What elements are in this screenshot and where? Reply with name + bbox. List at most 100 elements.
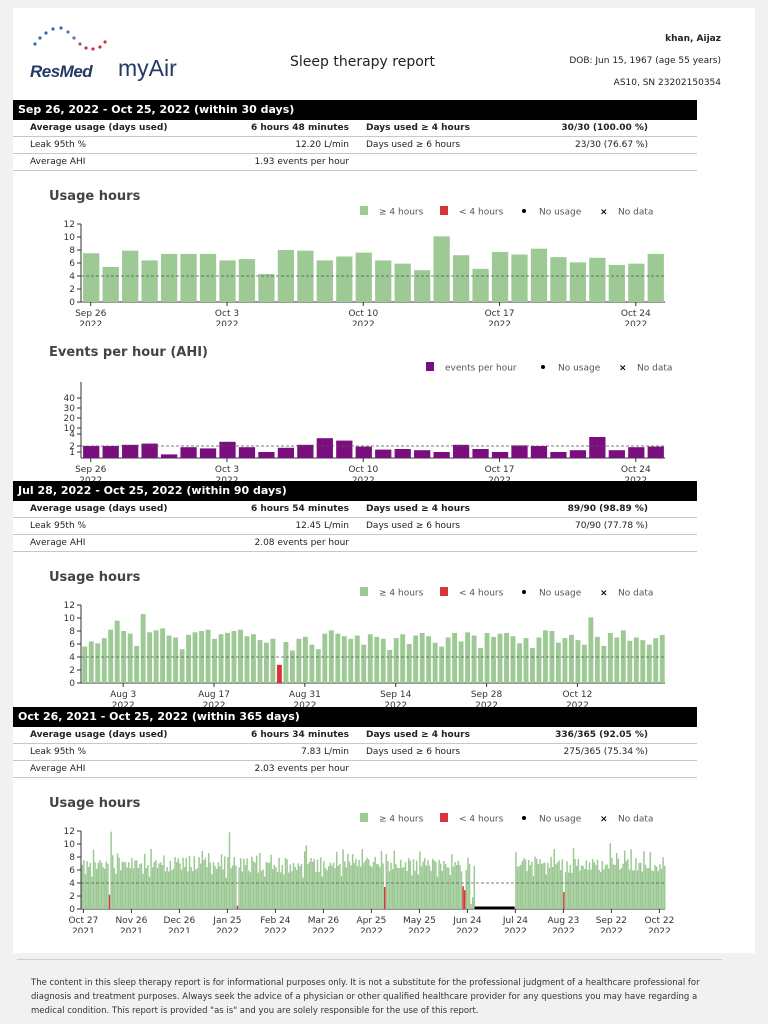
bar <box>452 632 458 683</box>
x-tick-year: 2022 <box>79 476 102 482</box>
bar <box>372 861 375 909</box>
bar <box>160 454 178 458</box>
bar <box>609 843 612 909</box>
bar <box>148 876 151 909</box>
bar <box>258 274 275 302</box>
y-tick-label: 10 <box>64 840 76 850</box>
bar <box>452 255 470 302</box>
x-tick-label: Mar 26 <box>308 916 340 926</box>
bar <box>491 636 496 683</box>
bar <box>310 857 312 909</box>
legend-swatch <box>440 587 448 596</box>
bar <box>608 450 625 458</box>
bar <box>316 859 319 909</box>
bar <box>601 861 604 909</box>
bar <box>430 870 432 909</box>
bar <box>551 867 554 909</box>
bar <box>198 857 200 909</box>
bar <box>327 866 330 909</box>
footer-divider <box>17 959 722 960</box>
bar <box>608 264 625 302</box>
bar <box>436 876 439 909</box>
bar <box>329 862 332 909</box>
bar <box>472 449 489 458</box>
bar <box>158 863 160 909</box>
bar <box>219 260 236 302</box>
bar <box>321 876 324 909</box>
stat-value: 6 hours 54 minutes <box>250 504 349 514</box>
bar <box>160 628 166 683</box>
bar <box>219 441 236 458</box>
bar <box>455 864 458 909</box>
y-tick-label: 40 <box>64 394 76 404</box>
bar <box>89 862 92 909</box>
bar <box>433 452 450 458</box>
bar <box>88 641 94 683</box>
bar <box>419 851 421 909</box>
x-tick-year: 2022 <box>600 927 623 933</box>
bar <box>625 861 628 909</box>
report-header: ResMed myAir Sleep therapy report khan, … <box>13 8 755 100</box>
bar <box>101 638 107 683</box>
bar <box>647 253 664 302</box>
bar <box>211 874 213 909</box>
chart-title: Events per hour (AHI) <box>49 345 208 360</box>
bar <box>647 446 664 458</box>
bar <box>296 638 302 683</box>
x-tick-year: 2021 <box>168 927 191 933</box>
stat-value: 275/365 (75.34 %) <box>563 747 648 757</box>
bar <box>356 866 359 909</box>
bar <box>201 850 204 909</box>
x-tick-label: Aug 23 <box>547 916 579 926</box>
bar <box>134 645 140 683</box>
bar <box>545 874 548 909</box>
bar <box>348 861 351 909</box>
bar <box>452 866 455 909</box>
bar <box>94 862 96 909</box>
legend-swatch <box>440 813 448 822</box>
bar <box>394 449 411 458</box>
stat-label: Leak 95th % <box>30 140 87 150</box>
x-tick-label: Nov 26 <box>115 916 147 926</box>
bar <box>359 866 362 909</box>
bar <box>577 859 580 909</box>
logo-dot <box>72 36 76 40</box>
bar <box>433 860 436 909</box>
bar <box>180 253 197 302</box>
bar <box>380 851 383 909</box>
legend-item: No usage <box>522 208 582 218</box>
bar <box>243 858 245 909</box>
bar <box>628 869 631 909</box>
bar <box>435 861 437 909</box>
bar <box>556 862 559 909</box>
patient-dob: DOB: Jun 15, 1967 (age 55 years) <box>569 56 721 66</box>
legend-item: No usage <box>522 815 582 825</box>
legend-item: events per hour <box>426 362 517 374</box>
bar <box>530 248 548 302</box>
bar <box>536 637 542 683</box>
x-tick-year: 2022 <box>566 701 589 707</box>
x-tick-label: Oct 27 <box>68 916 98 926</box>
bar <box>339 863 341 909</box>
stats-row: Leak 95th % 12.45 L/min Days used ≥ 6 hour… <box>13 518 697 535</box>
y-tick-label: 12 <box>64 601 75 611</box>
bar <box>612 864 615 909</box>
bar <box>257 640 263 683</box>
bar <box>460 871 463 909</box>
bar <box>562 638 568 683</box>
bar <box>263 876 266 909</box>
bar <box>127 633 133 683</box>
bar <box>244 864 247 909</box>
x-tick-year: 2022 <box>352 476 375 482</box>
y-tick-label: 6 <box>69 640 75 650</box>
bar <box>322 633 328 683</box>
bar <box>581 644 587 683</box>
bar <box>387 649 393 683</box>
x-tick-label: Jun 24 <box>452 916 482 926</box>
legend-dot-icon <box>522 816 526 820</box>
legend-label: No usage <box>558 364 601 374</box>
x-tick-year: 2022 <box>216 927 239 933</box>
section-title-30-days: Sep 26, 2022 - Oct 25, 2022 (within 30 d… <box>13 100 697 120</box>
bar <box>401 867 404 909</box>
bar <box>286 859 288 909</box>
